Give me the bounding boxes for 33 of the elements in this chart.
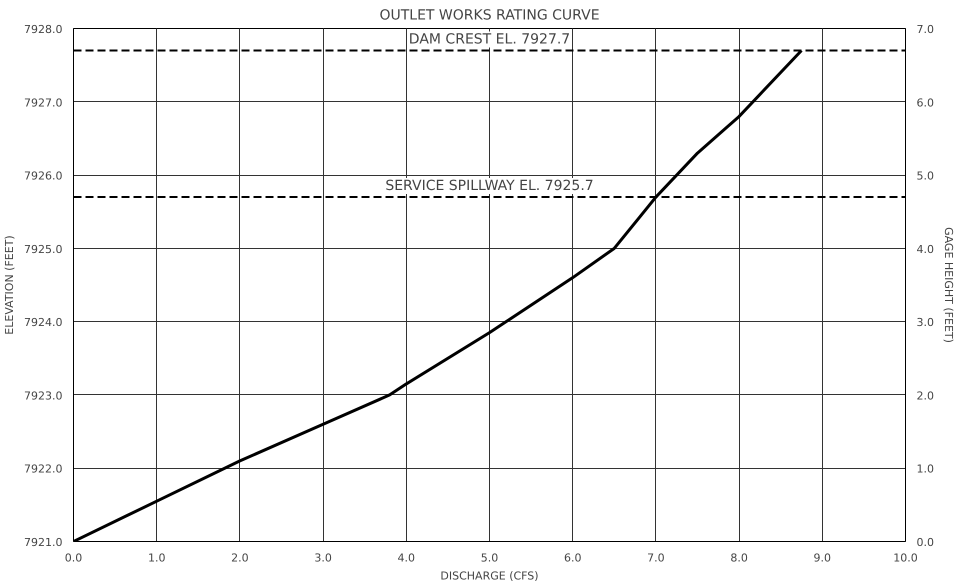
x-tick-label: 3.0 bbox=[314, 552, 332, 564]
y2-tick-label: 5.0 bbox=[916, 170, 934, 183]
y2-tick-label: 3.0 bbox=[916, 316, 934, 330]
x-tick-label: 1.0 bbox=[148, 552, 166, 564]
y2-tick-label: 6.0 bbox=[916, 96, 934, 110]
x-tick-label: 9.0 bbox=[814, 552, 832, 564]
y-tick-label: 7924.0 bbox=[24, 316, 63, 330]
x-tick-label: 10.0 bbox=[893, 552, 918, 564]
x-tick-label: 7.0 bbox=[647, 552, 665, 564]
y-tick-label: 7925.0 bbox=[24, 242, 63, 256]
y-tick-label: 7921.0 bbox=[24, 536, 63, 549]
y-tick-label: 7922.0 bbox=[24, 462, 63, 476]
chart-title: OUTLET WORKS RATING CURVE bbox=[379, 8, 600, 24]
x-tick-label: 8.0 bbox=[730, 552, 748, 564]
y-tick-label: 7926.0 bbox=[24, 170, 63, 183]
y2-tick-label: 2.0 bbox=[916, 389, 934, 402]
x-tick-label: 6.0 bbox=[564, 552, 582, 564]
y-tick-label: 7927.0 bbox=[24, 96, 63, 110]
y2-tick-label: 7.0 bbox=[916, 23, 934, 36]
y2-axis-title: GAGE HEIGHT (FEET) bbox=[942, 227, 955, 343]
x-tick-label: 5.0 bbox=[480, 552, 498, 564]
y-tick-label: 7923.0 bbox=[24, 389, 63, 402]
x-tick-label: 4.0 bbox=[398, 552, 416, 564]
y2-tick-label: 0.0 bbox=[916, 536, 934, 549]
y-tick-label: 7928.0 bbox=[24, 23, 63, 36]
ref-line-label: SERVICE SPILLWAY EL. 7925.7 bbox=[385, 178, 594, 194]
y2-tick-label: 4.0 bbox=[916, 242, 934, 256]
x-axis-title: DISCHARGE (CFS) bbox=[440, 570, 539, 582]
ref-line-label: DAM CREST EL. 7927.7 bbox=[408, 31, 570, 48]
x-tick-label: 0.0 bbox=[64, 552, 82, 564]
y-axis-title: ELEVATION (FEET) bbox=[3, 235, 16, 335]
y2-tick-label: 1.0 bbox=[916, 462, 934, 476]
x-tick-label: 2.0 bbox=[231, 552, 249, 564]
